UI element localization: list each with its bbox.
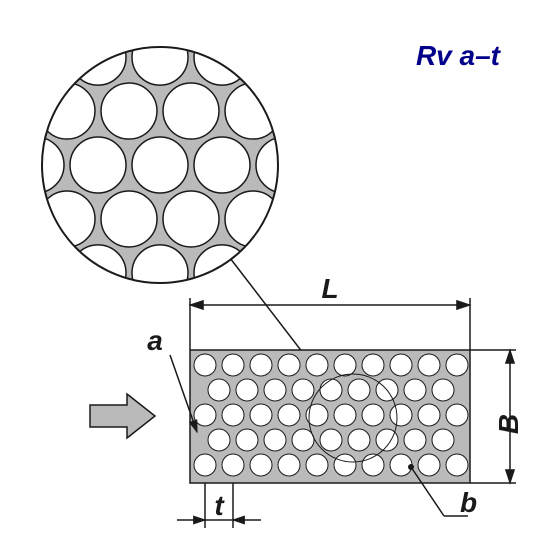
direction-arrow <box>90 394 155 438</box>
svg-text:L: L <box>321 273 338 304</box>
svg-text:B: B <box>493 414 524 434</box>
svg-text:a: a <box>147 325 163 356</box>
title-label: Rv a–t <box>416 40 502 71</box>
svg-text:t: t <box>214 490 225 521</box>
svg-text:b: b <box>460 487 477 518</box>
